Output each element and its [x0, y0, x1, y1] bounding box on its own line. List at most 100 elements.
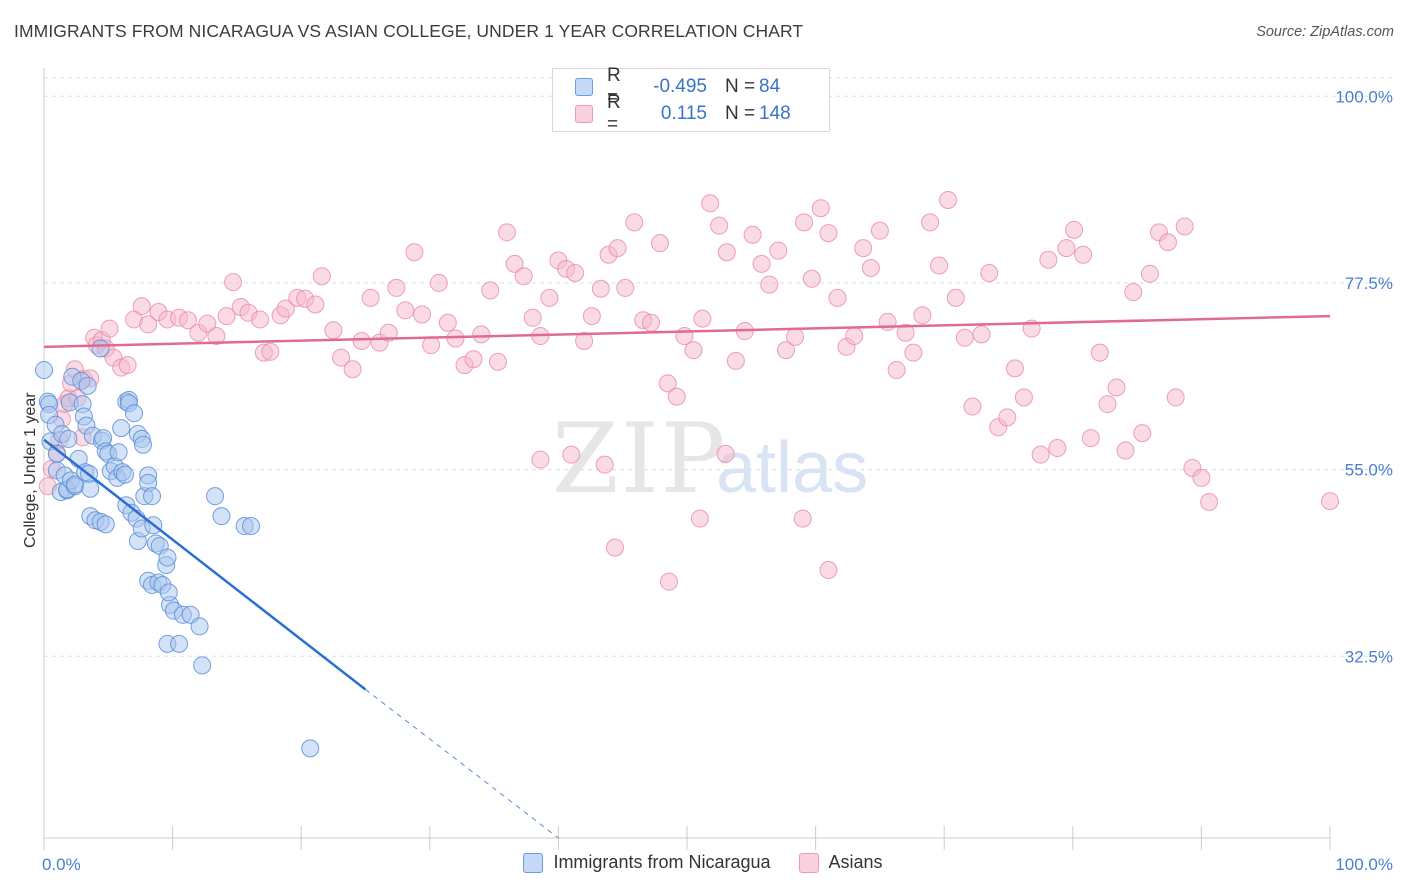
- asians-point: [562, 445, 581, 464]
- nicaragua-point: [35, 361, 53, 380]
- watermark-atlas: atlas: [716, 428, 868, 508]
- asians-point: [1098, 395, 1117, 414]
- asians-point: [361, 288, 380, 307]
- asians-point: [1166, 388, 1185, 407]
- asians-point: [139, 315, 158, 334]
- asians-point: [828, 288, 847, 307]
- legend-label-asians: Asians: [828, 852, 883, 872]
- asians-point: [930, 256, 949, 275]
- nicaragua-trend-extension: [365, 689, 559, 839]
- asians-point: [658, 374, 677, 393]
- asians-point: [343, 360, 362, 379]
- legend-n-value: 148: [759, 103, 791, 124]
- asians-point: [955, 328, 974, 347]
- asians-point: [446, 329, 465, 348]
- asians-point: [616, 278, 635, 297]
- asians-point: [777, 341, 796, 360]
- legend-item-nicaragua: Immigrants from Nicaragua: [523, 852, 771, 873]
- asians-point: [306, 295, 325, 314]
- nicaragua-point: [96, 515, 115, 534]
- legend-row-asians: R = 0.115 N = 148: [575, 92, 791, 135]
- y-tick-label: 55.0%: [1345, 461, 1393, 480]
- nicaragua-point: [134, 435, 153, 454]
- correlation-legend: R = -0.495 N = 84 R = 0.115 N = 148: [552, 65, 830, 135]
- legend-r-label: R =: [607, 65, 621, 108]
- asians-point: [540, 288, 559, 307]
- nicaragua-point: [242, 517, 261, 536]
- asians-point: [980, 263, 999, 282]
- asians-point: [405, 243, 424, 262]
- asians-point: [1005, 359, 1024, 378]
- asians-point: [904, 343, 923, 362]
- asians-point: [795, 213, 814, 232]
- asians-point: [1321, 492, 1339, 511]
- chart-title: IMMIGRANTS FROM NICARAGUA VS ASIAN COLLE…: [14, 21, 804, 41]
- asians-point: [179, 311, 198, 330]
- asians-trend-line: [43, 314, 1331, 349]
- asians-point: [1107, 378, 1126, 397]
- asians-point: [1124, 283, 1143, 302]
- asians-point: [870, 221, 889, 240]
- asians-point: [429, 273, 448, 292]
- asians-point: [861, 259, 880, 277]
- asians-point: [438, 313, 457, 332]
- asians-point: [566, 263, 585, 282]
- legend-swatch-blue: [575, 78, 593, 96]
- asians-point: [701, 194, 720, 213]
- asians-point: [387, 278, 406, 297]
- asians-point: [251, 310, 270, 329]
- nicaragua-point: [143, 487, 162, 506]
- asians-point: [198, 314, 217, 333]
- watermark-zip: ZIP: [552, 403, 727, 515]
- asians-point: [582, 307, 601, 326]
- nicaragua-point: [301, 739, 320, 758]
- asians-point: [591, 279, 610, 298]
- legend-r-value: 0.115: [660, 103, 707, 124]
- asians-point: [845, 327, 864, 346]
- asians-point: [802, 269, 821, 288]
- asians-point: [575, 332, 594, 351]
- asians-point: [312, 267, 331, 286]
- asians-point: [332, 348, 351, 367]
- asians-point: [396, 301, 415, 320]
- asians-point: [896, 323, 915, 342]
- asians-point: [1158, 233, 1177, 252]
- asians-point: [523, 308, 542, 327]
- asians-point: [921, 213, 940, 232]
- asians-point: [1133, 424, 1152, 443]
- asians-point: [505, 254, 524, 273]
- asians-point: [1039, 250, 1058, 269]
- asians-point: [939, 190, 958, 209]
- legend-swatch-pink: [575, 105, 593, 123]
- asians-point: [1116, 441, 1135, 460]
- asians-point: [1065, 220, 1084, 239]
- nicaragua-point: [158, 548, 177, 567]
- asians-point: [1031, 445, 1050, 464]
- asians-point: [726, 351, 745, 370]
- asians-point: [793, 509, 812, 528]
- asians-point: [1048, 439, 1067, 458]
- asians-point: [1140, 264, 1159, 283]
- nicaragua-point: [81, 479, 100, 498]
- asians-point: [819, 561, 838, 580]
- asians-point: [1090, 343, 1109, 362]
- asians-point: [276, 299, 295, 318]
- asians-point: [693, 309, 712, 328]
- tick-labels: 100.0% 77.5% 55.0% 32.5% 0.0% 100.0%: [42, 87, 1393, 874]
- asians-point: [224, 273, 243, 292]
- asians-point: [641, 313, 660, 332]
- asians-point: [667, 387, 686, 406]
- asians-point: [743, 225, 762, 244]
- legend-swatch-blue: [523, 852, 544, 873]
- y-tick-label: 77.5%: [1345, 274, 1393, 293]
- asians-point: [717, 243, 736, 262]
- asians-points: [38, 190, 1339, 591]
- asians-point: [595, 455, 614, 474]
- asians-point: [118, 356, 137, 375]
- nicaragua-trend-line: [43, 438, 367, 691]
- asians-point: [497, 223, 516, 242]
- nicaragua-point: [91, 339, 110, 358]
- asians-point: [100, 319, 119, 338]
- nicaragua-point: [59, 429, 78, 448]
- asians-point: [819, 224, 838, 243]
